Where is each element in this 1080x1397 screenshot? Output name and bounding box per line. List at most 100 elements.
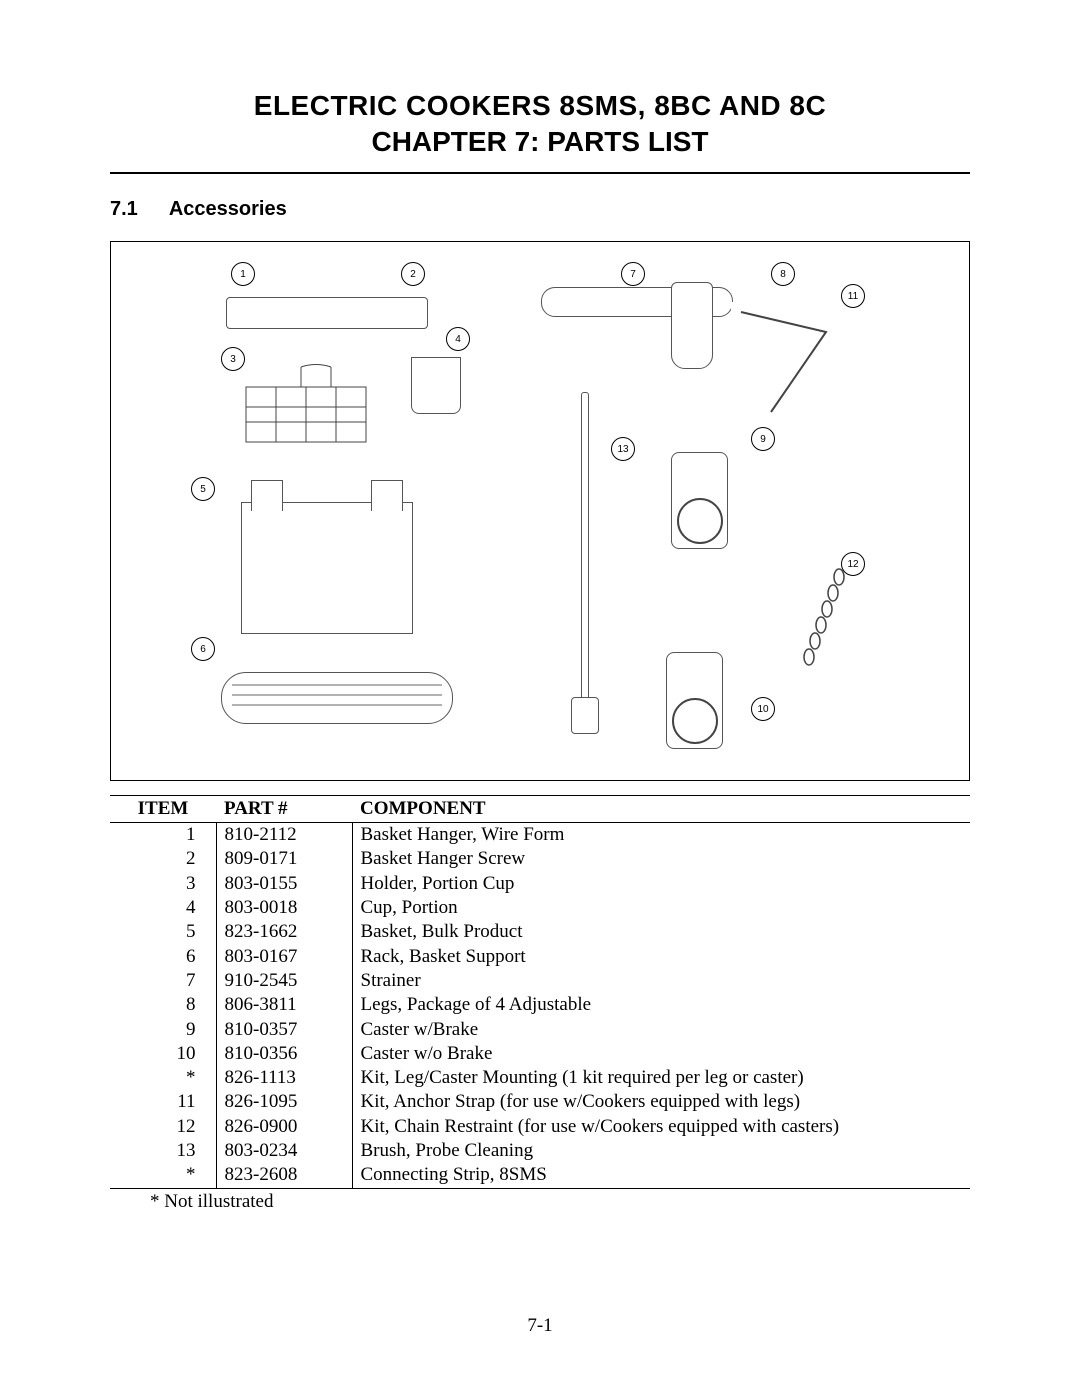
callout-4: 4 [446,327,470,351]
cell-part: 826-0900 [216,1115,352,1139]
callout-12: 12 [841,552,865,576]
table-header-row: ITEM PART # COMPONENT [110,796,970,823]
table-row: 1810-2112Basket Hanger, Wire Form [110,823,970,848]
cell-part: 810-0356 [216,1042,352,1066]
cell-item: * [110,1066,216,1090]
cell-part: 803-0234 [216,1139,352,1163]
page: ELECTRIC COOKERS 8SMS, 8BC AND 8C CHAPTE… [0,0,1080,1397]
part-caster-brake [671,452,728,549]
table-row: 3803-0155Holder, Portion Cup [110,872,970,896]
cell-component: Strainer [352,969,970,993]
cell-part: 809-0171 [216,847,352,871]
table-row: 10810-0356Caster w/o Brake [110,1042,970,1066]
table-row: 9810-0357Caster w/Brake [110,1018,970,1042]
cell-item: 3 [110,872,216,896]
part-anchor-strap [731,302,841,422]
table-row: 13803-0234Brush, Probe Cleaning [110,1139,970,1163]
table-row: 7910-2545Strainer [110,969,970,993]
callout-2: 2 [401,262,425,286]
cell-part: 803-0018 [216,896,352,920]
cell-item: * [110,1163,216,1188]
section-name: Accessories [169,198,287,220]
part-chain [791,567,851,677]
exploded-diagram: 12781143139512610 [110,241,970,781]
cell-component: Kit, Anchor Strap (for use w/Cookers equ… [352,1090,970,1114]
cell-part: 826-1095 [216,1090,352,1114]
cell-item: 10 [110,1042,216,1066]
cell-component: Legs, Package of 4 Adjustable [352,993,970,1017]
callout-9: 9 [751,427,775,451]
part-cup-portion [411,357,461,414]
callout-5: 5 [191,477,215,501]
cell-component: Holder, Portion Cup [352,872,970,896]
parts-table: ITEM PART # COMPONENT 1810-2112Basket Ha… [110,795,970,1189]
cell-item: 8 [110,993,216,1017]
callout-8: 8 [771,262,795,286]
col-component: COMPONENT [352,796,970,823]
part-holder-portion-cup [241,362,381,457]
part-basket-bulk-handle-2 [371,480,403,511]
callout-6: 6 [191,637,215,661]
not-illustrated-note: * Not illustrated [110,1191,970,1213]
part-rack [221,672,453,724]
title-block: ELECTRIC COOKERS 8SMS, 8BC AND 8C CHAPTE… [110,90,970,158]
cell-part: 803-0155 [216,872,352,896]
part-basket-bulk-handle [251,480,283,511]
table-row: 2809-0171Basket Hanger Screw [110,847,970,871]
title-rule [110,172,970,174]
cell-item: 9 [110,1018,216,1042]
title-line-1: ELECTRIC COOKERS 8SMS, 8BC AND 8C [110,90,970,122]
title-line-2: CHAPTER 7: PARTS LIST [110,126,970,158]
table-row: 12826-0900Kit, Chain Restraint (for use … [110,1115,970,1139]
callout-13: 13 [611,437,635,461]
part-basket-bulk [241,502,413,634]
table-row: *823-2608Connecting Strip, 8SMS [110,1163,970,1188]
page-number: 7-1 [0,1315,1080,1337]
col-item: ITEM [110,796,216,823]
table-row: 11826-1095Kit, Anchor Strap (for use w/C… [110,1090,970,1114]
cell-part: 803-0167 [216,945,352,969]
cell-item: 7 [110,969,216,993]
callout-1: 1 [231,262,255,286]
callout-7: 7 [621,262,645,286]
cell-item: 1 [110,823,216,848]
cell-component: Rack, Basket Support [352,945,970,969]
part-caster-no-brake [666,652,723,749]
cell-part: 910-2545 [216,969,352,993]
cell-component: Basket, Bulk Product [352,920,970,944]
section-heading: 7.1 Accessories [110,198,970,221]
cell-component: Caster w/o Brake [352,1042,970,1066]
part-leg [671,282,713,369]
cell-component: Basket Hanger, Wire Form [352,823,970,848]
cell-item: 4 [110,896,216,920]
cell-item: 6 [110,945,216,969]
part-brush [581,392,589,704]
cell-component: Kit, Chain Restraint (for use w/Cookers … [352,1115,970,1139]
cell-component: Caster w/Brake [352,1018,970,1042]
cell-component: Brush, Probe Cleaning [352,1139,970,1163]
table-row: 4803-0018Cup, Portion [110,896,970,920]
cell-item: 13 [110,1139,216,1163]
callout-10: 10 [751,697,775,721]
section-number: 7.1 [110,198,164,221]
cell-part: 823-2608 [216,1163,352,1188]
cell-component: Connecting Strip, 8SMS [352,1163,970,1188]
cell-part: 810-0357 [216,1018,352,1042]
part-basket-hanger [226,297,428,329]
cell-part: 810-2112 [216,823,352,848]
table-row: 6803-0167Rack, Basket Support [110,945,970,969]
callout-11: 11 [841,284,865,308]
callout-3: 3 [221,347,245,371]
parts-table-wrap: ITEM PART # COMPONENT 1810-2112Basket Ha… [110,795,970,1213]
table-row: 5823-1662Basket, Bulk Product [110,920,970,944]
table-row: 8806-3811Legs, Package of 4 Adjustable [110,993,970,1017]
cell-component: Cup, Portion [352,896,970,920]
cell-part: 823-1662 [216,920,352,944]
cell-component: Kit, Leg/Caster Mounting (1 kit required… [352,1066,970,1090]
cell-part: 806-3811 [216,993,352,1017]
cell-part: 826-1113 [216,1066,352,1090]
col-part: PART # [216,796,352,823]
cell-item: 5 [110,920,216,944]
cell-item: 11 [110,1090,216,1114]
table-row: *826-1113Kit, Leg/Caster Mounting (1 kit… [110,1066,970,1090]
